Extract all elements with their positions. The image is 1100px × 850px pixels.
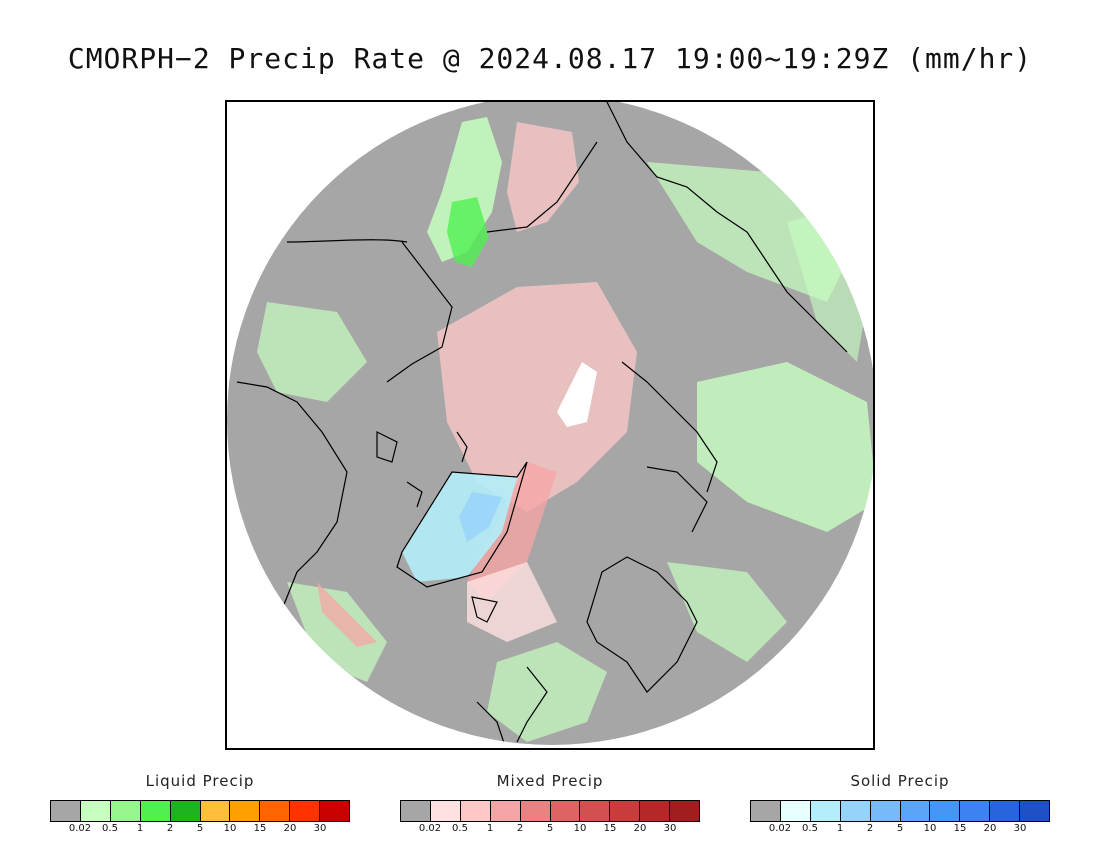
- legend-liquid-tick-label: 20: [283, 823, 297, 834]
- legend-solid-swatch-3: [840, 801, 871, 821]
- legend-mixed-swatch-9: [670, 801, 700, 821]
- legend-liquid-swatch-4: [170, 801, 201, 821]
- legend-solid-swatch-7: [960, 801, 991, 821]
- legend-liquid-tick-label: 30: [313, 823, 327, 834]
- legend-solid-tick-label: 10: [923, 823, 937, 834]
- legend-liquid-tick-label: 0.5: [102, 823, 118, 834]
- legend-mixed-swatch-4: [520, 801, 551, 821]
- legend-solid-tick-label: 2: [866, 823, 874, 834]
- legend-solid-swatch-9: [1020, 801, 1050, 821]
- legend-liquid-swatch-2: [110, 801, 141, 821]
- legend-liquid-swatch-6: [230, 801, 261, 821]
- legend-mixed-swatch-7: [610, 801, 641, 821]
- legend-solid-swatch-4: [870, 801, 901, 821]
- legend-liquid-tick-label: 0.02: [68, 823, 92, 834]
- legend-mixed-tick-label: 10: [573, 823, 587, 834]
- white-spot-region: [557, 362, 597, 427]
- legend-solid-tick-label: 15: [953, 823, 967, 834]
- legend-mixed-ticks: 0.02 0.5 1 2 5 10 15 20 30: [400, 823, 700, 837]
- polar-map: [227, 102, 873, 745]
- legend-liquid-swatch-0: [51, 801, 81, 821]
- legend-solid-ticks: 0.02 0.5 1 2 5 10 15 20 30: [750, 823, 1050, 837]
- legend-liquid-colorbar: [50, 800, 350, 822]
- legend-liquid: Liquid Precip 0.02 0.5 1 2 5 10 15 20 30: [50, 772, 350, 837]
- legend-solid-tick-label: 30: [1013, 823, 1027, 834]
- legend-mixed-swatch-1: [430, 801, 461, 821]
- legend-liquid-swatch-8: [290, 801, 321, 821]
- mixed-precip-region-greenland-east: [467, 462, 557, 602]
- legend-solid-tick-label: 0.5: [802, 823, 818, 834]
- legend-solid-tick-label: 1: [836, 823, 844, 834]
- mixed-precip-region-bering-plume: [507, 122, 579, 232]
- mixed-precip-region-arctic-ocean: [437, 282, 637, 512]
- mixed-precip-region-north-atlantic: [467, 562, 557, 642]
- legend-mixed-tick-label: 2: [516, 823, 524, 834]
- legend-mixed-tick-label: 0.5: [452, 823, 468, 834]
- legend-liquid-swatch-1: [80, 801, 111, 821]
- legend-solid-swatch-5: [900, 801, 931, 821]
- legend-solid-swatch-6: [930, 801, 961, 821]
- legend-liquid-swatch-9: [320, 801, 350, 821]
- legend-liquid-ticks: 0.02 0.5 1 2 5 10 15 20 30: [50, 823, 350, 837]
- legend-liquid-title: Liquid Precip: [145, 772, 255, 790]
- legend-liquid-swatch-5: [200, 801, 231, 821]
- legend-liquid-tick-label: 10: [223, 823, 237, 834]
- legend-mixed-swatch-5: [550, 801, 581, 821]
- legend-mixed-tick-label: 5: [546, 823, 554, 834]
- legend-liquid-tick-label: 15: [253, 823, 267, 834]
- legend-mixed-swatch-2: [460, 801, 491, 821]
- legend-mixed-tick-label: 20: [633, 823, 647, 834]
- legend-liquid-tick-label: 5: [196, 823, 204, 834]
- liquid-precip-region-siberia: [787, 212, 867, 362]
- liquid-precip-region-russia: [667, 562, 787, 662]
- legend-liquid-tick-label: 1: [136, 823, 144, 834]
- solid-precip-region-greenland-core: [459, 492, 502, 542]
- legend-solid-swatch-1: [780, 801, 811, 821]
- legend-solid-tick-label: 20: [983, 823, 997, 834]
- legend-solid: Solid Precip 0.02 0.5 1 2 5 10 15 20 30: [750, 772, 1050, 837]
- legend-liquid-swatch-3: [140, 801, 171, 821]
- legend-mixed-tick-label: 1: [486, 823, 494, 834]
- legend-solid-swatch-2: [810, 801, 841, 821]
- legend-solid-swatch-8: [990, 801, 1021, 821]
- liquid-precip-region-alaska: [257, 302, 367, 402]
- legend-solid-tick-label: 5: [896, 823, 904, 834]
- liquid-precip-region-canada-core: [447, 197, 489, 267]
- legend-solid-tick-label: 0.02: [768, 823, 792, 834]
- legend-mixed-swatch-6: [580, 801, 611, 821]
- mixed-precip-region-labrador: [317, 582, 377, 647]
- legend-liquid-tick-label: 2: [166, 823, 174, 834]
- legend-solid-swatch-0: [751, 801, 781, 821]
- legend-mixed-tick-label: 15: [603, 823, 617, 834]
- legend-mixed-swatch-0: [401, 801, 431, 821]
- map-frame: [225, 100, 875, 750]
- legend-mixed-title: Mixed Precip: [496, 772, 604, 790]
- chart-title: CMORPH−2 Precip Rate @ 2024.08.17 19:00~…: [67, 42, 1033, 75]
- legend-mixed-tick-label: 0.02: [418, 823, 442, 834]
- legend-mixed: Mixed Precip 0.02 0.5 1 2 5 10 15 20 30: [400, 772, 700, 837]
- legend-mixed-tick-label: 30: [663, 823, 677, 834]
- legend-mixed-swatch-3: [490, 801, 521, 821]
- legend-mixed-swatch-8: [640, 801, 671, 821]
- legend-solid-title: Solid Precip: [850, 772, 950, 790]
- legend-liquid-swatch-7: [260, 801, 291, 821]
- legend-solid-colorbar: [750, 800, 1050, 822]
- coastlines: [236, 102, 848, 745]
- legend-mixed-colorbar: [400, 800, 700, 822]
- liquid-precip-region-atlantic: [287, 582, 387, 682]
- liquid-precip-region-pacific-southeast: [697, 362, 873, 532]
